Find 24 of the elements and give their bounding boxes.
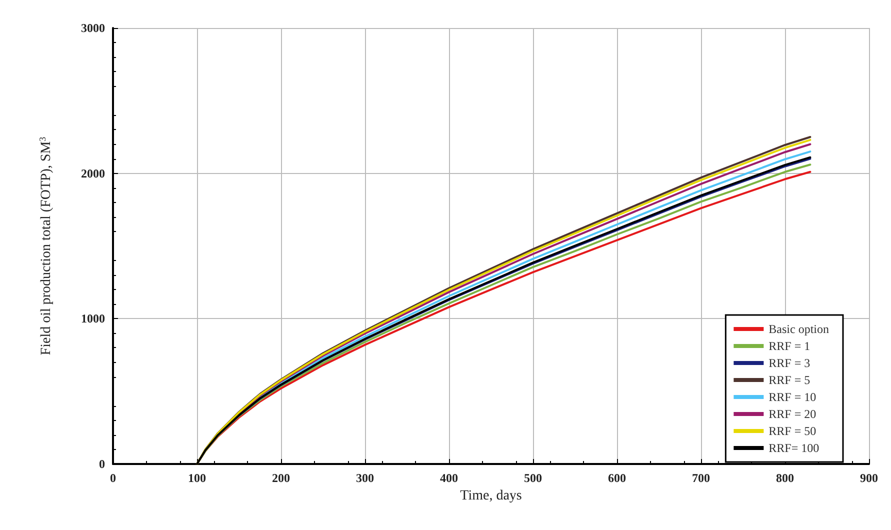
y-tick-label: 3000: [81, 21, 105, 35]
legend-label: RRF = 20: [768, 407, 816, 421]
x-tick-label: 100: [188, 471, 206, 485]
x-tick-label: 200: [272, 471, 290, 485]
x-tick-label: 300: [356, 471, 374, 485]
legend-label: RRF = 50: [768, 424, 816, 438]
x-tick-label: 900: [860, 471, 878, 485]
y-tick-label: 1000: [81, 312, 105, 326]
x-tick-label: 0: [110, 471, 116, 485]
y-tick-label: 2000: [81, 166, 105, 180]
x-axis-title: Time, days: [460, 488, 522, 504]
legend-label: RRF = 10: [768, 390, 816, 404]
legend-label: RRF= 100: [768, 441, 820, 455]
legend-label: RRF = 1: [768, 339, 810, 353]
x-tick-label: 400: [440, 471, 458, 485]
legend-label: Basic option: [768, 322, 829, 336]
x-tick-label: 500: [524, 471, 542, 485]
y-tick-label: 0: [99, 457, 105, 471]
legend-label: RRF = 5: [768, 373, 810, 387]
legend-label: RRF = 3: [768, 356, 810, 370]
x-tick-label: 600: [608, 471, 626, 485]
x-tick-label: 700: [692, 471, 710, 485]
y-axis-title: Field oil production total (FOTP), SM3: [38, 136, 54, 356]
x-tick-label: 800: [776, 471, 794, 485]
